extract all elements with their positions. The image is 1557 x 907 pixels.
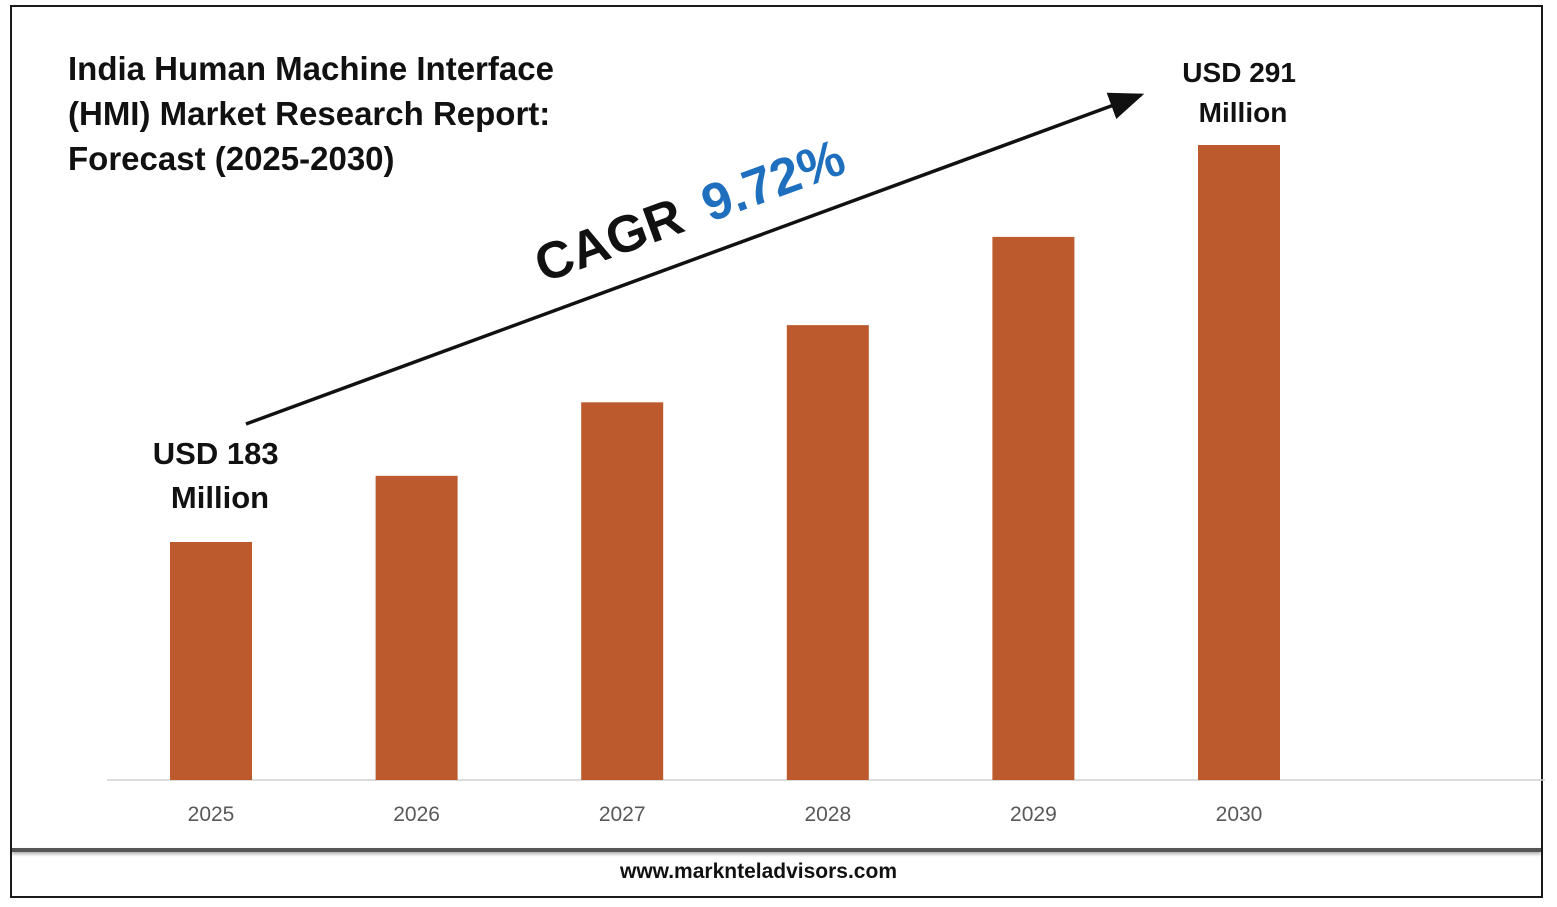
bar-2027 xyxy=(581,402,664,780)
bar-2026 xyxy=(375,475,458,780)
title-line-3: Forecast (2025-2030) xyxy=(68,140,395,177)
x-tick-2026: 2026 xyxy=(393,803,440,826)
x-tick-2027: 2027 xyxy=(599,803,646,826)
cagr-arrow xyxy=(245,92,1145,426)
bar-2025 xyxy=(170,542,252,780)
x-tick-labels: 2025 2026 2027 2028 2029 2030 xyxy=(188,803,1263,826)
footer-url[interactable]: www.marknteladvisors.com xyxy=(620,860,897,883)
cagr-label: CAGR 9.72% xyxy=(527,129,852,295)
chart-title: India Human Machine Interface (HMI) Mark… xyxy=(68,46,588,181)
x-tick-2030: 2030 xyxy=(1216,803,1263,826)
end-value-label: USD 291 Million xyxy=(1182,57,1303,128)
start-value-line-1: USD 183 xyxy=(153,436,279,471)
bar-2030 xyxy=(1198,145,1280,780)
cagr-text: CAGR xyxy=(527,187,691,294)
start-value-label: USD 183 Million xyxy=(153,436,287,515)
x-tick-2029: 2029 xyxy=(1010,803,1057,826)
x-tick-2025: 2025 xyxy=(188,803,235,826)
end-value-line-2: Million xyxy=(1199,97,1288,128)
title-line-2: (HMI) Market Research Report: xyxy=(68,95,551,132)
bars-group xyxy=(170,145,1280,781)
chart-frame xyxy=(10,5,1543,898)
bar-2029 xyxy=(992,236,1075,781)
bar-2028 xyxy=(786,325,869,780)
end-value-line-1: USD 291 xyxy=(1182,57,1296,88)
cagr-value: 9.72% xyxy=(694,129,852,234)
start-value-line-2: Million xyxy=(171,480,269,515)
x-tick-2028: 2028 xyxy=(804,803,851,826)
title-line-1: India Human Machine Interface xyxy=(68,50,554,87)
footer-divider xyxy=(12,848,1541,852)
